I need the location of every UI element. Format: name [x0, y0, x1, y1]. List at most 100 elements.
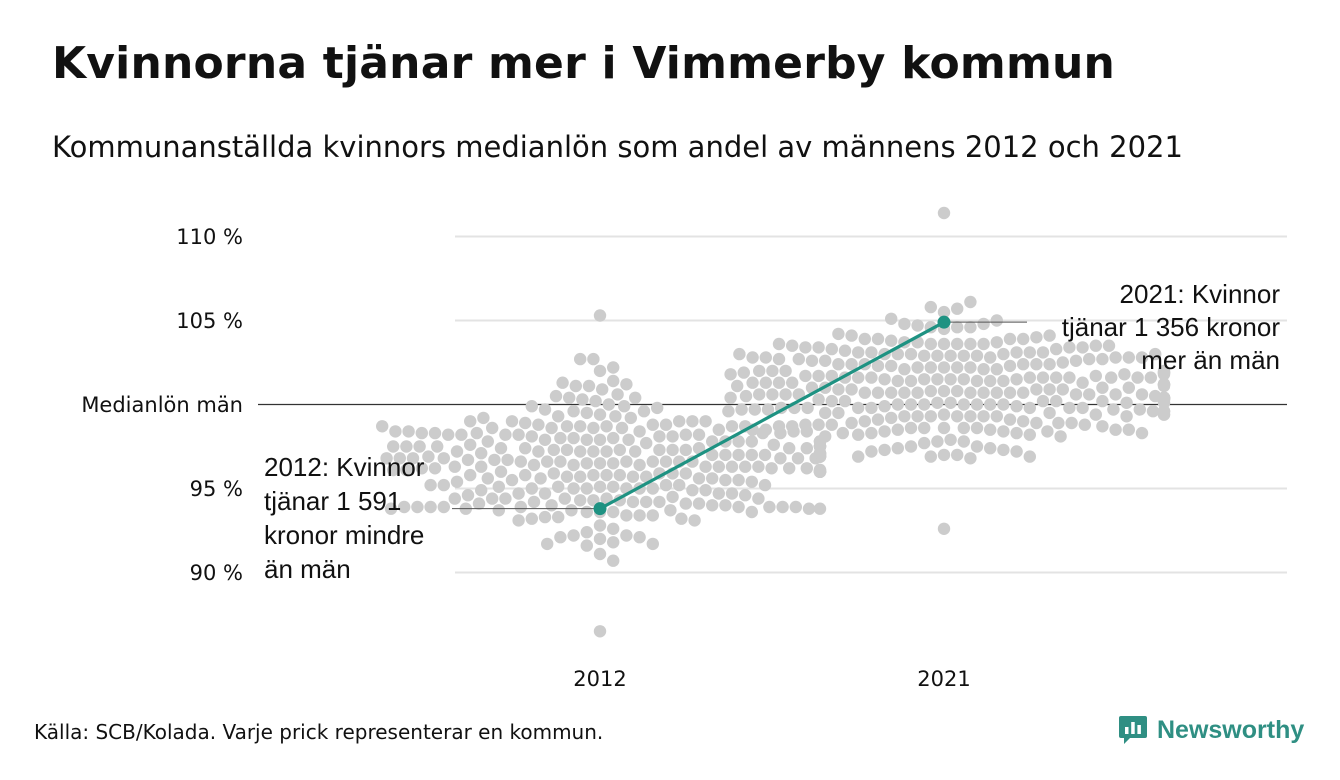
municipality-dot [745, 505, 758, 519]
municipality-dot [1076, 401, 1089, 415]
municipality-dot [519, 468, 532, 482]
municipality-dot [1010, 373, 1023, 386]
x-tick-label: 2012 [573, 667, 626, 691]
municipality-dot [1043, 406, 1056, 420]
municipality-dot [415, 462, 428, 475]
municipality-dot [1122, 381, 1136, 394]
municipality-dot [1023, 371, 1036, 384]
municipality-dot [411, 500, 424, 514]
municipality-dot [1109, 388, 1122, 401]
municipality-dot [1076, 341, 1089, 354]
municipality-dot [845, 416, 858, 430]
municipality-dot [951, 361, 964, 374]
municipality-dot [580, 539, 593, 552]
municipality-dot [957, 398, 970, 411]
municipality-dot [951, 384, 964, 398]
municipality-dot [461, 453, 475, 467]
municipality-dot [653, 443, 666, 457]
municipality-dot [686, 484, 699, 497]
municipality-dot [574, 470, 587, 483]
municipality-dot [1135, 426, 1149, 440]
municipality-dot [1056, 356, 1070, 369]
municipality-dot [733, 347, 746, 361]
municipality-dot [582, 379, 596, 393]
municipality-dot [964, 386, 977, 399]
municipality-dot [779, 364, 792, 378]
municipality-dot [659, 418, 673, 431]
municipality-dot [1003, 359, 1017, 373]
municipality-dot [832, 406, 845, 420]
municipality-dot [532, 445, 545, 458]
municipality-dot [607, 361, 620, 374]
municipality-dot [970, 421, 984, 435]
municipality-dot [472, 497, 486, 510]
municipality-dot [904, 440, 918, 453]
municipality-dot [799, 369, 812, 383]
municipality-dot [997, 443, 1010, 457]
municipality-dot [475, 447, 488, 460]
municipality-dot [852, 450, 865, 463]
municipality-dot [813, 502, 827, 515]
municipality-dot [699, 484, 712, 497]
municipality-dot [763, 500, 776, 514]
municipality-dot [552, 410, 565, 423]
municipality-dot [593, 547, 607, 561]
municipality-dot [977, 410, 990, 423]
municipality-dot [865, 426, 878, 440]
municipality-dot [512, 428, 525, 441]
municipality-dot [1030, 358, 1043, 371]
municipality-dot [1078, 418, 1092, 431]
municipality-dot [1118, 368, 1131, 381]
municipality-dot [1050, 342, 1063, 356]
municipality-dot [1065, 416, 1078, 430]
municipality-dot [593, 309, 607, 322]
municipality-dot [525, 430, 538, 443]
municipality-dot [492, 480, 505, 493]
municipality-dot [706, 499, 719, 512]
municipality-dot [944, 433, 957, 446]
municipality-dot [990, 314, 1003, 327]
municipality-dot [885, 411, 898, 425]
y-axis: 90 % 95 % Medianlön män 105 % 110 % [81, 225, 243, 585]
municipality-dot [1003, 386, 1017, 399]
y-tick-label: 95 % [190, 477, 243, 501]
municipality-dot [596, 383, 609, 396]
municipality-dot [801, 401, 814, 415]
municipality-dot [622, 433, 635, 446]
municipality-dot [666, 490, 679, 504]
municipality-dot [653, 430, 666, 443]
municipality-dot [776, 500, 789, 514]
municipality-dot [393, 452, 406, 465]
municipality-dot [552, 480, 565, 493]
municipality-dot [753, 364, 766, 378]
municipality-dot [997, 347, 1010, 361]
municipality-dot [519, 416, 532, 430]
municipality-dot [567, 458, 580, 472]
municipality-dot [904, 398, 918, 411]
municipality-dot [560, 443, 574, 457]
municipality-dot [951, 410, 964, 423]
municipality-dot [918, 421, 931, 435]
municipality-dot [1036, 346, 1050, 359]
municipality-dot [1041, 425, 1054, 438]
municipality-dot [492, 504, 505, 517]
municipality-dot [845, 358, 858, 371]
municipality-dot [805, 354, 819, 367]
municipality-dot [891, 374, 904, 388]
municipality-dot [819, 354, 832, 367]
municipality-dot [481, 472, 494, 485]
municipality-dot [719, 473, 732, 487]
municipality-dot [745, 475, 758, 488]
municipality-dot [686, 415, 699, 428]
municipality-dot [825, 342, 838, 356]
municipality-dot [878, 373, 891, 386]
municipality-dot [752, 492, 765, 505]
municipality-dot [505, 415, 519, 428]
municipality-dot [1063, 401, 1076, 415]
municipality-dot [653, 495, 666, 509]
municipality-dot [745, 435, 758, 448]
municipality-dot [428, 426, 442, 440]
municipality-dot [737, 366, 750, 379]
municipality-dot [580, 457, 593, 470]
